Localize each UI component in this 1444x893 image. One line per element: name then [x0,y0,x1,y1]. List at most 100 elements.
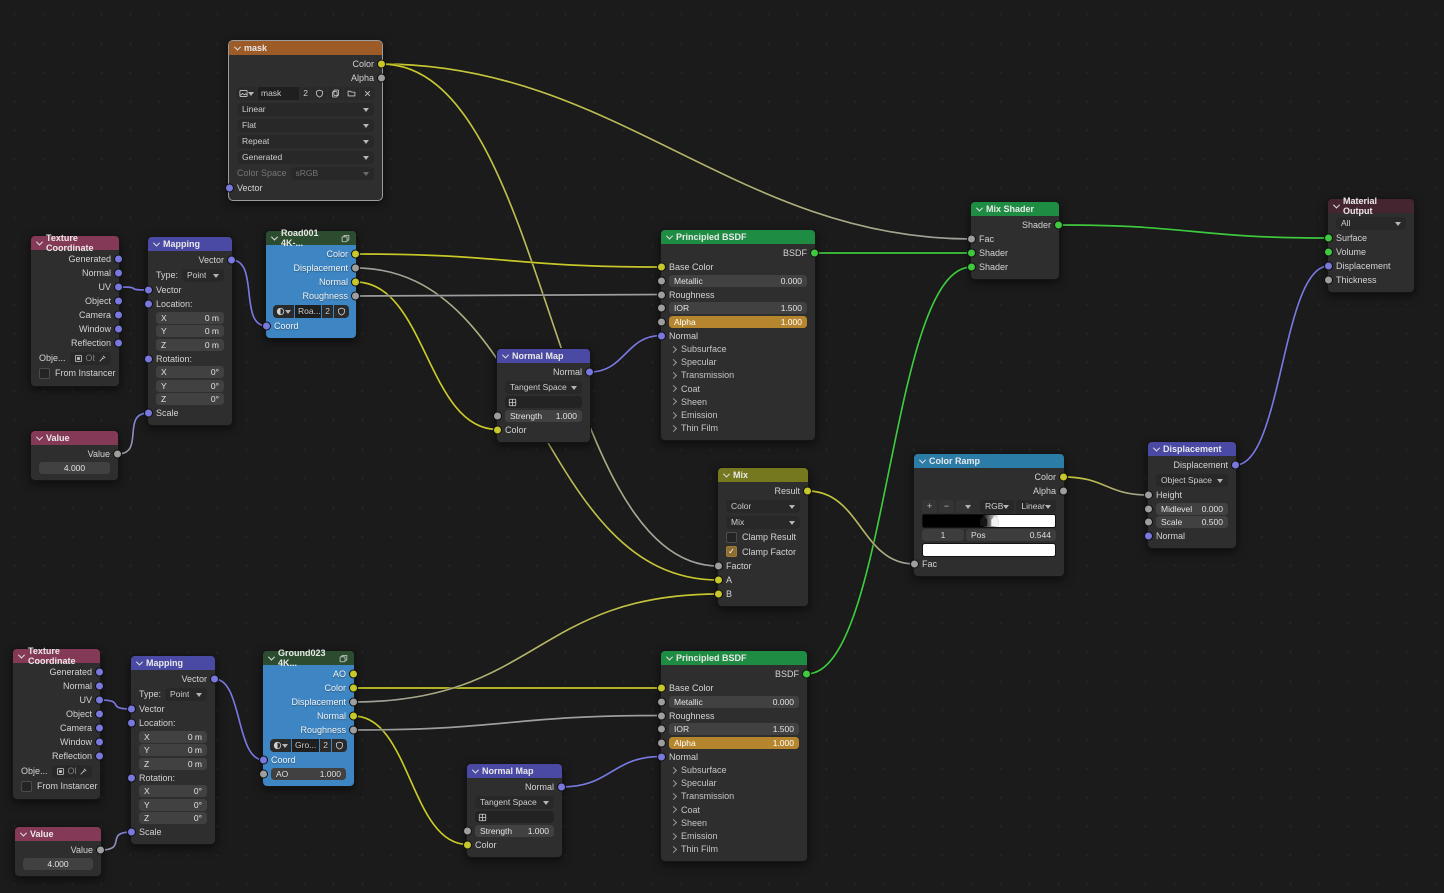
socket-p1-metallic[interactable] [657,276,666,286]
socket-tc1-cam[interactable] [114,310,123,320]
dropdown-all[interactable]: All [1336,216,1406,230]
collapse-chevron-icon[interactable] [19,829,28,837]
mask-header[interactable]: mask [229,41,382,55]
socket-ground-color[interactable] [349,683,358,693]
shield-button[interactable] [332,738,347,752]
dropdown-object-space[interactable]: Object Space [1156,473,1228,487]
p2-header[interactable]: Principled BSDF [661,651,807,665]
user-count-badge[interactable]: 2 [322,304,333,318]
field-strength[interactable]: Strength 1.000 [505,409,582,422]
dropdown-point[interactable]: Point [165,687,207,701]
socket-nm2-normal[interactable] [557,782,566,792]
node-road[interactable]: Road001 4K-... Color Displacement Normal Rou… [262,228,360,339]
socket-p2-alpha[interactable] [657,738,666,748]
socket-val2-value[interactable] [96,845,105,855]
socket-tc1-obj[interactable] [114,296,123,306]
field-y[interactable]: Y 0 m [139,744,207,757]
shield-button[interactable] [312,86,327,100]
object-picker[interactable]: Obje [51,764,92,778]
socket-tc2-cam[interactable] [95,723,104,733]
collapsed-section-specular[interactable]: Specular [661,777,807,790]
socket-road-disp[interactable] [351,263,360,273]
collapse-chevron-icon[interactable] [267,653,276,661]
collapse-chevron-icon[interactable] [35,433,44,441]
ramp-stop-marker-1[interactable] [991,516,999,526]
tc2-header[interactable]: Texture Coordinate [13,646,100,666]
dropdown-linear[interactable]: Linear [237,102,374,116]
socket-tc2-refl[interactable] [95,751,104,761]
add-stop-button[interactable]: + [922,499,937,513]
stop-index-field[interactable]: 1 [922,529,964,541]
node-tc1[interactable]: Texture Coordinate Generated Normal UV Objec… [30,233,123,387]
socket-tc1-nrm[interactable] [114,268,123,278]
socket-out-surface[interactable] [1324,233,1333,243]
socket-ramp-color[interactable] [1059,472,1068,482]
socket-nm1-color[interactable] [493,425,502,434]
socket-ground-disp[interactable] [349,697,358,707]
socket-tc2-obj[interactable] [95,709,104,719]
collapse-chevron-icon[interactable] [135,658,144,666]
socket-tc2-gen[interactable] [95,667,104,677]
dropdown-tangent-space[interactable]: Tangent Space [475,795,554,809]
socket-map2-scale[interactable] [127,827,136,837]
node-mask[interactable]: mask Color Alpha mask 2 Linear Flat Repeat Gener… [225,40,386,201]
socket-tc1-uv[interactable] [114,282,123,292]
socket-map2-vin[interactable] [127,704,136,714]
map2-header[interactable]: Mapping [131,656,215,670]
socket-tc2-nrm[interactable] [95,681,104,691]
mix-header[interactable]: Mix [718,468,808,482]
socket-disp-mid[interactable] [1144,504,1153,514]
node-val2[interactable]: Value Value 4.000 [14,826,105,877]
collapsed-section-sheen[interactable]: Sheen [661,395,815,408]
socket-mixshader-sh1[interactable] [967,248,976,258]
socket-ground-coord[interactable] [259,755,268,765]
socket-road-coord[interactable] [262,321,271,331]
field-4-000[interactable]: 4.000 [39,461,110,474]
socket-ramp-alpha[interactable] [1059,486,1068,496]
interpolation-dropdown[interactable]: Linear [1016,499,1056,513]
image-type-button[interactable] [270,738,291,752]
socket-p1-normal[interactable] [657,331,666,340]
collapse-chevron-icon[interactable] [975,204,984,212]
ramp-gradient-bar[interactable] [922,514,1056,528]
socket-p2-normal[interactable] [657,752,666,761]
node-mixshader[interactable]: Mix Shader Shader Fac Shader Shader [967,201,1063,280]
field-z[interactable]: Z 0 m [156,338,224,351]
field-midlevel[interactable]: Midlevel 0.000 [1156,502,1228,515]
field-x[interactable]: X 0 m [139,730,207,743]
field-x[interactable]: X 0° [139,785,207,798]
node-map1[interactable]: Mapping Vector Type: Point Vector Location: X 0… [144,236,236,426]
val1-header[interactable]: Value [31,431,118,445]
socket-p1-base[interactable] [657,262,666,272]
field-scale[interactable]: Scale 0.500 [1156,516,1228,529]
node-out[interactable]: Material Output All Surface Volume Displacem… [1324,196,1415,293]
collapse-chevron-icon[interactable] [233,43,242,51]
collapse-chevron-icon[interactable] [918,456,927,464]
socket-road-color[interactable] [351,249,360,259]
stop-color-swatch[interactable] [922,542,1056,557]
uv-map-field[interactable] [475,811,554,823]
collapsed-section-specular[interactable]: Specular [661,356,815,369]
node-tc2[interactable]: Texture Coordinate Generated Normal UV Objec… [12,646,104,800]
socket-mix-b[interactable] [714,589,723,599]
socket-out-thick[interactable] [1324,275,1333,285]
collapse-chevron-icon[interactable] [1332,201,1341,209]
socket-mask-alpha[interactable] [377,73,386,83]
node-val1[interactable]: Value Value 4.000 [30,430,122,481]
dropdown-point[interactable]: Point [182,268,224,282]
socket-tc2-win[interactable] [95,737,104,747]
node-ground[interactable]: Ground023 4K... AO Color Displacement Normal… [259,648,358,787]
node-map2[interactable]: Mapping Vector Type: Point Vector Location: X 0… [127,655,219,845]
image-name-field[interactable]: mask [258,86,300,100]
socket-mix-factor[interactable] [714,561,723,571]
socket-p2-ior[interactable] [657,724,666,734]
socket-map1-vout[interactable] [227,255,236,265]
ramp-stop-marker-0[interactable] [980,516,988,526]
field-x[interactable]: X 0° [156,366,224,379]
socket-p2-rough[interactable] [657,711,666,720]
close-button[interactable] [360,86,375,100]
image-name-field[interactable]: Roa... [295,304,322,318]
socket-p2-bsdf[interactable] [802,669,811,679]
copy-button[interactable] [328,86,343,100]
socket-map2-loc[interactable] [127,718,136,728]
